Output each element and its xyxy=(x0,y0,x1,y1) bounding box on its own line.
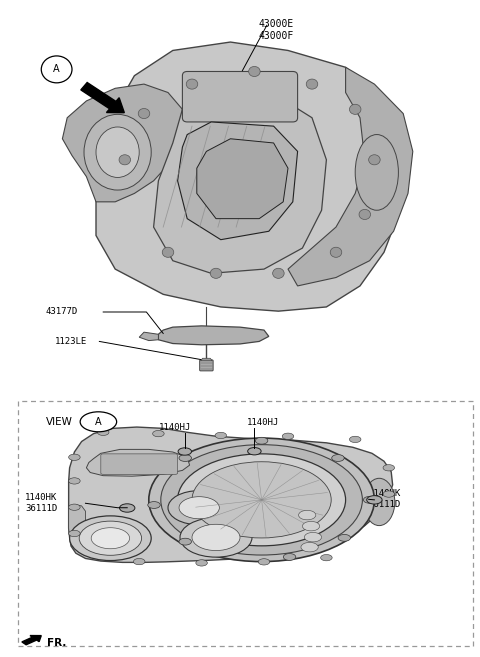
Circle shape xyxy=(273,268,284,279)
Circle shape xyxy=(179,497,219,519)
Text: 43177D: 43177D xyxy=(46,307,78,317)
Circle shape xyxy=(306,79,318,89)
Polygon shape xyxy=(288,67,413,286)
Circle shape xyxy=(168,491,230,525)
Circle shape xyxy=(70,516,151,560)
Circle shape xyxy=(349,104,361,114)
Circle shape xyxy=(304,532,322,542)
Circle shape xyxy=(283,554,296,560)
Circle shape xyxy=(359,210,371,219)
Circle shape xyxy=(299,510,316,520)
Circle shape xyxy=(148,501,160,509)
Circle shape xyxy=(162,247,174,258)
Circle shape xyxy=(133,558,145,565)
Circle shape xyxy=(301,543,318,552)
Circle shape xyxy=(383,491,395,497)
Circle shape xyxy=(69,530,80,537)
Circle shape xyxy=(383,464,395,471)
Polygon shape xyxy=(96,42,403,311)
Circle shape xyxy=(69,454,80,461)
Circle shape xyxy=(196,560,207,566)
Circle shape xyxy=(302,522,320,531)
Circle shape xyxy=(97,429,109,436)
FancyArrow shape xyxy=(81,83,124,113)
Polygon shape xyxy=(86,449,190,476)
Text: VIEW: VIEW xyxy=(46,417,72,427)
Circle shape xyxy=(179,455,192,461)
Polygon shape xyxy=(69,505,85,539)
Circle shape xyxy=(192,462,331,538)
Polygon shape xyxy=(62,84,182,202)
Circle shape xyxy=(248,447,261,455)
Circle shape xyxy=(215,432,227,439)
Circle shape xyxy=(180,518,252,557)
Circle shape xyxy=(153,430,164,437)
Circle shape xyxy=(249,66,260,76)
Circle shape xyxy=(321,555,332,561)
Circle shape xyxy=(91,528,130,549)
Circle shape xyxy=(367,495,382,504)
Circle shape xyxy=(120,504,135,512)
Text: 1140HK
36111D: 1140HK 36111D xyxy=(369,489,401,509)
Circle shape xyxy=(69,504,80,510)
Text: 1140HK
36111D: 1140HK 36111D xyxy=(25,493,57,513)
Circle shape xyxy=(258,558,270,565)
Text: A: A xyxy=(53,64,60,74)
Text: FR.: FR. xyxy=(47,639,66,648)
Circle shape xyxy=(149,438,374,562)
Circle shape xyxy=(332,455,344,461)
Polygon shape xyxy=(197,139,288,219)
Polygon shape xyxy=(201,358,212,361)
Ellipse shape xyxy=(355,135,398,210)
Circle shape xyxy=(178,448,192,455)
Text: A: A xyxy=(95,417,102,427)
Circle shape xyxy=(349,436,361,443)
Circle shape xyxy=(369,155,380,165)
FancyArrow shape xyxy=(22,635,41,645)
Ellipse shape xyxy=(84,114,151,190)
Ellipse shape xyxy=(364,478,395,526)
Circle shape xyxy=(186,79,198,89)
Polygon shape xyxy=(69,427,393,562)
Circle shape xyxy=(282,433,294,440)
Text: 1123LE: 1123LE xyxy=(55,337,87,346)
Text: 43000E
43000F: 43000E 43000F xyxy=(258,19,294,41)
Circle shape xyxy=(178,454,346,546)
Circle shape xyxy=(69,478,80,484)
Circle shape xyxy=(179,538,192,545)
Circle shape xyxy=(80,412,117,432)
Circle shape xyxy=(255,438,268,444)
Circle shape xyxy=(192,524,240,551)
Polygon shape xyxy=(139,332,158,340)
FancyBboxPatch shape xyxy=(200,360,213,371)
Circle shape xyxy=(338,534,350,541)
Circle shape xyxy=(138,108,150,118)
Circle shape xyxy=(210,268,222,279)
Circle shape xyxy=(363,497,376,503)
FancyBboxPatch shape xyxy=(18,401,473,646)
Circle shape xyxy=(161,445,362,555)
Circle shape xyxy=(330,247,342,258)
Circle shape xyxy=(79,521,142,555)
Polygon shape xyxy=(158,326,269,345)
FancyBboxPatch shape xyxy=(101,454,178,474)
Text: 1140HJ: 1140HJ xyxy=(247,418,279,427)
Polygon shape xyxy=(178,122,298,240)
Polygon shape xyxy=(154,93,326,273)
FancyBboxPatch shape xyxy=(182,72,298,122)
Circle shape xyxy=(119,155,131,165)
Ellipse shape xyxy=(96,127,139,177)
Text: 1140HJ: 1140HJ xyxy=(159,423,192,432)
Circle shape xyxy=(41,56,72,83)
